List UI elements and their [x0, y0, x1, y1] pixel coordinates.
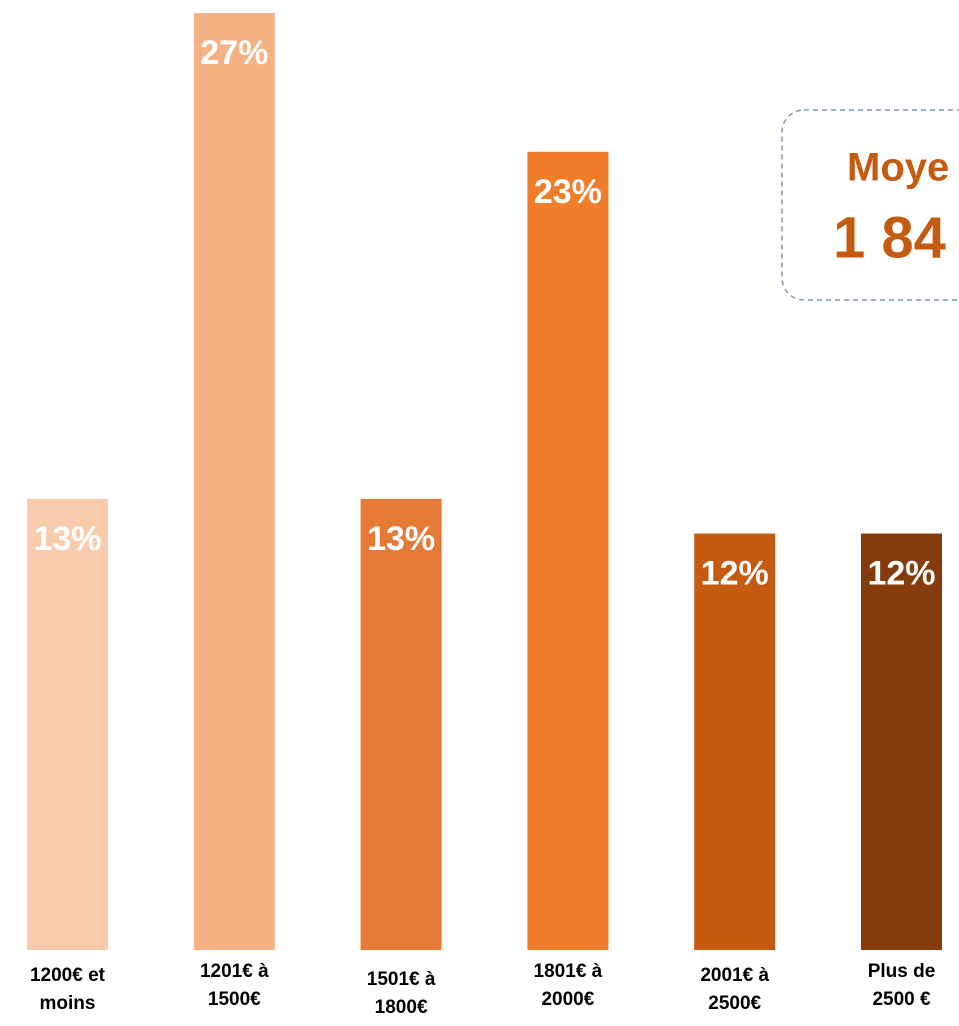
bar: [694, 533, 776, 950]
x-tick-label: 1501€ à 1800€: [366, 969, 436, 1018]
x-tick-label: 1201€ à 1500€: [199, 961, 269, 1010]
value-label: 12%: [867, 555, 935, 593]
x-tick-label: Plus de 2500 €: [867, 961, 936, 1010]
x-tick-label: 1200€ et moins: [29, 965, 105, 1014]
annotation-box: [781, 109, 959, 301]
annotation: 1 84: [833, 205, 946, 270]
value-label: 27%: [200, 34, 268, 72]
value-label: 23%: [534, 173, 602, 211]
bar: [527, 151, 609, 950]
value-label: 13%: [367, 520, 435, 558]
x-tick-label: 2001€ à 2500€: [700, 965, 770, 1014]
x-tick-label: 1801€ à 2000€: [533, 961, 603, 1010]
bar: [861, 533, 942, 950]
value-label: 13%: [33, 520, 101, 558]
annotation: Moye: [847, 146, 949, 190]
bar: [193, 13, 275, 950]
bar: [360, 498, 442, 950]
value-label: 12%: [701, 555, 769, 593]
bar: [27, 498, 108, 950]
